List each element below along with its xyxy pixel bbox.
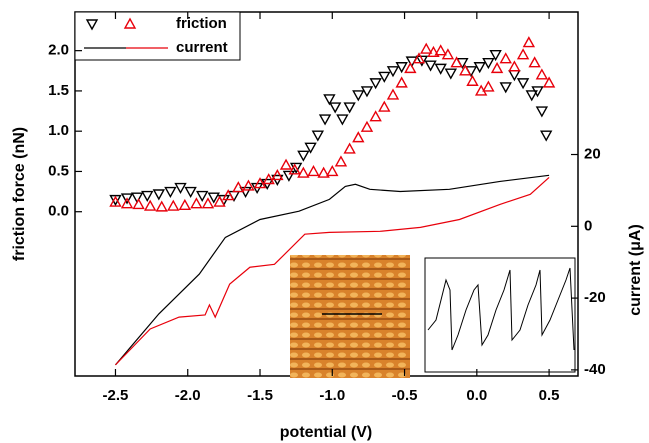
y-tick-label: 0.5 xyxy=(48,162,69,179)
friction-marker xyxy=(145,201,155,210)
friction-marker xyxy=(446,69,456,78)
friction-marker xyxy=(501,54,511,63)
inset-afm-image xyxy=(290,255,410,378)
friction-marker xyxy=(203,199,213,208)
friction-marker xyxy=(379,72,389,81)
legend-label: friction xyxy=(176,15,227,32)
friction-marker xyxy=(134,199,144,208)
page: {"chart_data": {"type": "scatter-line", … xyxy=(0,0,649,443)
friction-marker xyxy=(191,199,201,208)
friction-marker xyxy=(436,64,446,73)
friction-marker xyxy=(353,91,363,100)
friction-marker xyxy=(436,46,446,55)
friction-marker xyxy=(371,112,381,121)
y2-tick-label: 20 xyxy=(584,145,601,162)
y-axis-title: friction force (nN) xyxy=(11,127,28,261)
x-tick-label: -0.5 xyxy=(392,387,418,404)
friction-marker xyxy=(537,107,547,116)
friction-marker xyxy=(330,103,340,112)
friction-marker xyxy=(518,79,528,88)
x-tick-label: -1.5 xyxy=(247,387,273,404)
friction-marker xyxy=(467,76,477,85)
x-tick-label: 0.0 xyxy=(466,387,487,404)
friction-marker xyxy=(530,58,540,67)
y-tick-label: 1.0 xyxy=(48,122,69,139)
friction-marker xyxy=(154,190,164,199)
friction-marker xyxy=(298,168,308,177)
friction-marker xyxy=(197,192,207,201)
friction-marker xyxy=(501,83,511,92)
y-tick-label: 2.0 xyxy=(48,42,69,59)
friction-marker xyxy=(362,122,372,131)
y-tick-label: 1.5 xyxy=(48,82,69,99)
y-tick-label: 0.0 xyxy=(48,203,69,220)
friction-marker xyxy=(180,200,190,209)
friction-marker xyxy=(421,44,431,53)
friction-marker xyxy=(243,181,253,190)
friction-marker xyxy=(397,78,407,87)
friction-marker xyxy=(337,115,347,124)
x-tick-label: -2.0 xyxy=(175,387,201,404)
friction-marker xyxy=(388,67,398,76)
inset-trace xyxy=(425,258,575,372)
x-tick-label: -1.0 xyxy=(319,387,345,404)
friction-marker xyxy=(298,151,308,160)
y2-tick-label: -40 xyxy=(584,361,606,378)
x-axis-title: potential (V) xyxy=(280,424,372,441)
friction-marker xyxy=(345,144,355,153)
friction-marker xyxy=(353,133,363,142)
friction-marker xyxy=(284,171,294,180)
chart: potential (V) friction force (nN) curren… xyxy=(0,0,649,443)
friction-marker xyxy=(518,50,528,59)
friction-marker xyxy=(336,157,346,166)
friction-marker xyxy=(142,192,152,201)
legend-label: current xyxy=(176,39,228,56)
friction-marker xyxy=(524,38,534,47)
friction-marker xyxy=(492,63,502,72)
friction-marker xyxy=(313,131,323,140)
friction-marker xyxy=(405,63,415,72)
y2-tick-label: 0 xyxy=(584,217,592,234)
friction-marker xyxy=(168,201,178,210)
friction-marker xyxy=(426,61,436,70)
friction-marker xyxy=(157,202,167,211)
x-tick-label: 0.5 xyxy=(539,387,560,404)
y2-axis-title: current (μA) xyxy=(627,224,644,316)
friction-marker xyxy=(345,103,355,112)
friction-marker xyxy=(541,131,551,140)
friction-marker xyxy=(186,188,196,197)
friction-marker xyxy=(327,166,337,175)
friction-marker xyxy=(176,184,186,193)
friction-marker xyxy=(537,70,547,79)
y2-tick-label: -20 xyxy=(584,289,606,306)
friction-marker xyxy=(281,160,291,169)
friction-marker xyxy=(308,166,318,175)
friction-marker xyxy=(320,115,330,124)
friction-marker xyxy=(388,90,398,99)
friction-marker xyxy=(483,82,493,91)
friction-marker xyxy=(165,188,175,197)
friction-marker xyxy=(379,102,389,111)
x-tick-label: -2.5 xyxy=(103,387,129,404)
